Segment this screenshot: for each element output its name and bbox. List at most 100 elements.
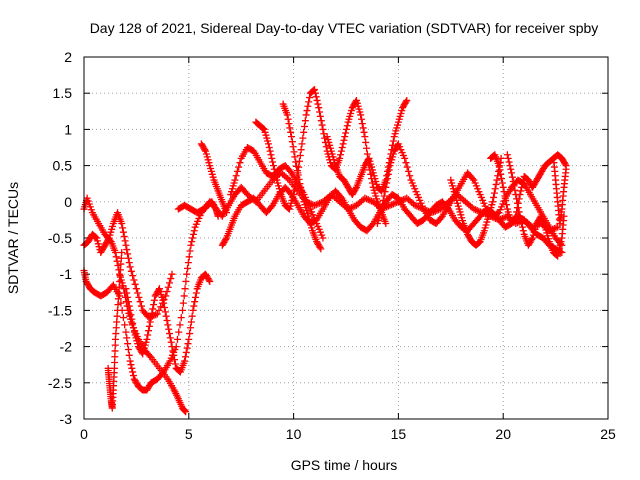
data-point [283, 111, 291, 119]
data-point [341, 133, 349, 141]
y-tick-label: -0.5 [48, 230, 72, 246]
data-point [136, 298, 144, 306]
data-point [562, 165, 570, 173]
data-point [157, 303, 165, 311]
data-point [357, 111, 365, 119]
data-point [173, 335, 181, 343]
data-point [311, 201, 319, 209]
data-point [181, 357, 189, 365]
data-point [124, 298, 132, 306]
data-point [352, 98, 360, 106]
data-point [162, 312, 170, 320]
data-point [187, 241, 195, 249]
data-point [126, 306, 134, 314]
data-point [514, 204, 522, 212]
data-point [268, 154, 276, 162]
data-point [143, 335, 151, 343]
chart-title: Day 128 of 2021, Sidereal Day-to-day VTE… [90, 20, 599, 36]
data-point [411, 201, 419, 209]
data-point [91, 233, 99, 241]
data-point [192, 293, 200, 301]
data-point [508, 169, 516, 177]
data-point [129, 372, 137, 380]
data-point [177, 314, 185, 322]
data-point [497, 154, 505, 162]
x-tick-label: 0 [80, 426, 88, 442]
data-point [161, 308, 169, 316]
data-point [181, 353, 189, 361]
data-point [121, 237, 129, 245]
data-point [111, 248, 119, 256]
data-point [316, 199, 324, 207]
data-point [368, 221, 376, 229]
data-point [554, 223, 562, 231]
data-point [391, 199, 399, 207]
data-point [300, 128, 308, 136]
data-point [160, 299, 168, 307]
data-point [552, 224, 560, 232]
data-point [503, 151, 511, 159]
data-point [264, 140, 272, 148]
data-point [303, 107, 311, 115]
data-point [135, 293, 143, 301]
data-point [272, 172, 280, 180]
data-point [349, 203, 357, 211]
data-point [561, 160, 569, 168]
data-point [176, 321, 184, 329]
data-point [232, 172, 240, 180]
data-point [160, 304, 168, 312]
data-point [470, 205, 478, 213]
data-point [377, 186, 385, 194]
data-point [305, 98, 313, 106]
data-point [290, 186, 298, 194]
data-point [403, 163, 411, 171]
data-point [92, 233, 100, 241]
data-point [317, 245, 325, 253]
data-point [516, 212, 524, 220]
data-point [555, 245, 563, 253]
data-point [501, 192, 509, 200]
data-point [291, 182, 299, 190]
data-point [557, 238, 565, 246]
data-point [298, 140, 306, 148]
data-point [163, 317, 171, 325]
data-point [171, 360, 179, 368]
data-point [190, 302, 198, 310]
data-point [286, 189, 294, 197]
data-point [189, 306, 197, 314]
data-point [491, 185, 499, 193]
data-point [150, 296, 158, 304]
data-point [293, 167, 301, 175]
data-point [406, 172, 414, 180]
y-tick-label: -2.5 [48, 375, 72, 391]
data-point [124, 254, 132, 262]
data-point [504, 154, 512, 162]
data-point [402, 98, 410, 106]
data-point [192, 289, 200, 297]
data-point [125, 302, 133, 310]
data-point [358, 120, 366, 128]
data-point [167, 338, 175, 346]
data-point [361, 133, 369, 141]
data-point [129, 324, 137, 332]
series-trace-7 [197, 140, 231, 217]
data-point [311, 89, 319, 97]
y-tick-label: 2 [64, 49, 72, 65]
data-point [182, 408, 190, 416]
data-point [316, 243, 324, 251]
data-point [336, 154, 344, 162]
data-point [379, 196, 387, 204]
data-point [184, 264, 192, 272]
data-point [126, 357, 134, 365]
data-point [361, 194, 369, 202]
data-point [389, 200, 397, 208]
y-tick-label: 1 [64, 121, 72, 137]
data-point [119, 228, 127, 236]
data-point [267, 203, 275, 211]
data-point [189, 234, 197, 242]
data-point [233, 167, 241, 175]
x-tick-label: 25 [600, 426, 616, 442]
data-point [129, 319, 137, 327]
data-point [495, 162, 503, 170]
